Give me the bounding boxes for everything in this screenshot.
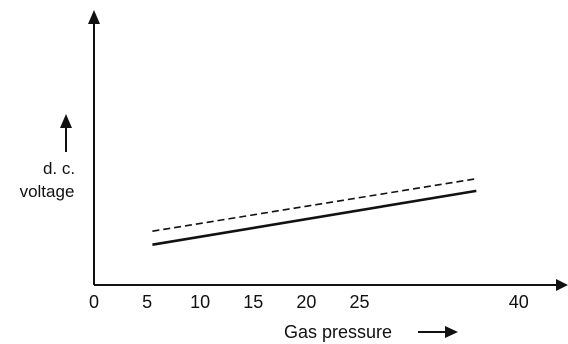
x-tick-label-15: 15 [243,292,263,312]
x-tick-label-0: 0 [89,292,99,312]
x-tick-label-5: 5 [142,292,152,312]
x-label-right-arrowhead [445,326,458,338]
x-tick-label-10: 10 [190,292,210,312]
x-tick-label-40: 40 [509,292,529,312]
series-line-solid [152,189,477,246]
data-series [152,177,477,246]
y-axis-label-line-2: voltage [20,182,75,201]
x-tick-labels: 0 5 10 15 20 25 40 [89,292,529,312]
series-line-dashed [152,177,477,232]
x-axis-label: Gas pressure [284,322,392,342]
y-axis-arrowhead [88,10,100,24]
y-axis-label-line-1: d. c. [43,159,75,178]
x-axis-arrowhead [556,279,568,291]
y-label-up-arrowhead [60,114,72,128]
x-tick-label-25: 25 [349,292,369,312]
x-tick-label-20: 20 [296,292,316,312]
